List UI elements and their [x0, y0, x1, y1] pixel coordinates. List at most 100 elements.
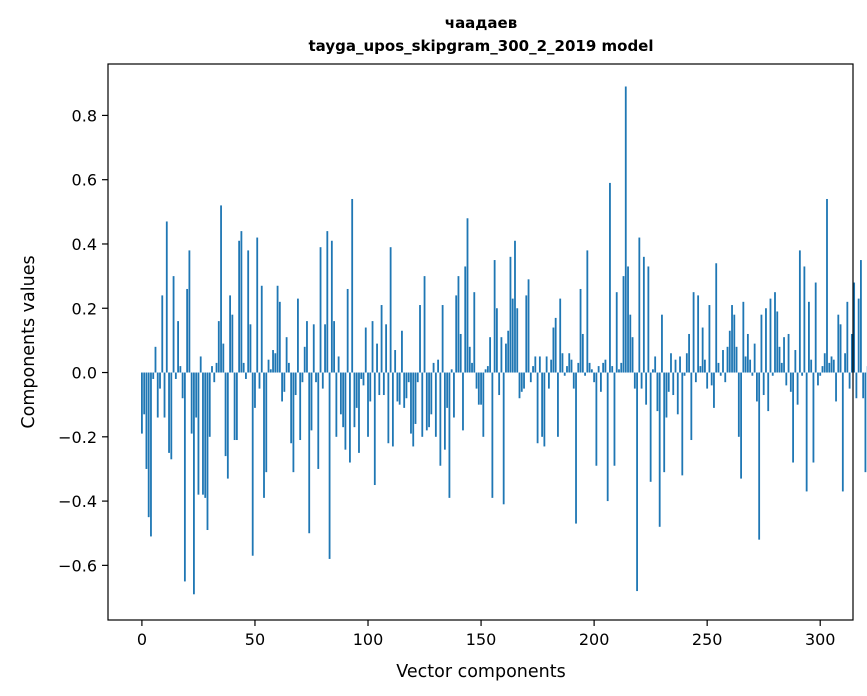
x-tick-label: 50: [245, 630, 265, 649]
bar-242: [688, 333, 690, 373]
bar-81: [324, 324, 326, 373]
bar-18: [181, 372, 184, 399]
bar-48: [249, 324, 252, 373]
bar-3: [147, 372, 150, 518]
bar-123: [419, 305, 421, 373]
bar-220: [638, 237, 641, 373]
bar-165: [514, 240, 516, 373]
bar-239: [681, 372, 684, 476]
bar-257: [722, 350, 724, 373]
bar-258: [724, 372, 727, 383]
bar-286: [787, 333, 790, 373]
bar-141: [459, 333, 462, 373]
x-axis-ticks: 0 50 100 150 200 250 300: [137, 620, 835, 649]
bar-263: [735, 346, 738, 373]
bar-195: [581, 333, 584, 373]
bar-320: [864, 372, 867, 473]
bar-118: [407, 372, 410, 383]
bar-133: [441, 305, 444, 373]
bar-229: [658, 372, 661, 527]
bar-227: [654, 356, 657, 373]
y-tick-label: 0.6: [72, 171, 97, 190]
bar-114: [398, 372, 401, 405]
bar-274: [760, 314, 763, 373]
bar-277: [767, 372, 770, 412]
bar-310: [841, 372, 844, 492]
bar-117: [405, 372, 408, 399]
y-tick-label: −0.2: [58, 428, 97, 447]
bar-137: [450, 369, 453, 373]
bar-95: [355, 372, 358, 408]
bar-298: [814, 282, 817, 373]
bar-318: [860, 260, 862, 373]
bar-293: [803, 266, 806, 373]
bar-163: [509, 256, 512, 373]
chart-title: чаадаев: [445, 14, 517, 32]
x-tick-label: 150: [466, 630, 497, 649]
bar-70: [299, 372, 302, 441]
bar-241: [685, 353, 688, 373]
bar-200: [593, 372, 596, 383]
bar-30: [208, 372, 211, 437]
bar-226: [652, 369, 654, 373]
bar-290: [796, 372, 799, 405]
bar-26: [199, 356, 202, 373]
bar-159: [500, 337, 503, 373]
bar-46: [245, 372, 247, 379]
bar-304: [828, 362, 831, 373]
bar-113: [396, 372, 399, 402]
bar-77: [315, 372, 317, 383]
bar-41: [233, 372, 236, 441]
bar-307: [835, 372, 837, 402]
bar-42: [235, 372, 238, 441]
bar-44: [240, 231, 243, 373]
bar-35: [220, 205, 222, 373]
bar-211: [618, 369, 620, 373]
bar-136: [448, 372, 451, 498]
y-tick-label: −0.6: [58, 556, 97, 575]
bar-8: [159, 372, 161, 389]
y-axis-label: Components values: [19, 255, 39, 428]
bar-176: [538, 356, 541, 373]
bar-248: [701, 327, 704, 373]
bar-55: [265, 372, 268, 473]
bar-188: [566, 366, 568, 373]
bar-150: [480, 372, 482, 405]
bar-86: [335, 372, 338, 437]
bar-17: [179, 366, 182, 373]
bar-206: [606, 372, 609, 502]
x-tick-label: 200: [579, 630, 610, 649]
bar-74: [308, 372, 311, 534]
bar-271: [753, 343, 756, 373]
bar-313: [848, 372, 851, 389]
bar-199: [590, 369, 593, 373]
bar-53: [260, 285, 263, 373]
bar-306: [832, 359, 835, 373]
bar-196: [584, 372, 586, 376]
bar-219: [636, 372, 638, 592]
bar-146: [471, 362, 473, 373]
bar-84: [330, 240, 333, 373]
bar-101: [369, 372, 372, 402]
bar-210: [615, 292, 618, 373]
bar-225: [649, 372, 652, 482]
bar-4: [150, 372, 152, 537]
bar-83: [328, 372, 331, 559]
x-tick-label: 0: [137, 630, 147, 649]
bar-126: [425, 372, 428, 431]
bar-204: [602, 362, 605, 373]
bar-214: [624, 86, 627, 373]
bar-162: [507, 330, 510, 373]
bar-233: [667, 372, 670, 392]
y-tick-label: 0.0: [72, 364, 97, 383]
bar-43: [238, 240, 241, 373]
bar-262: [733, 314, 736, 373]
bar-247: [699, 366, 702, 373]
bar-180: [547, 372, 550, 389]
bar-319: [862, 372, 865, 399]
bar-284: [783, 337, 785, 373]
bar-280: [774, 292, 776, 373]
bar-170: [525, 295, 528, 373]
bar-255: [717, 362, 720, 373]
